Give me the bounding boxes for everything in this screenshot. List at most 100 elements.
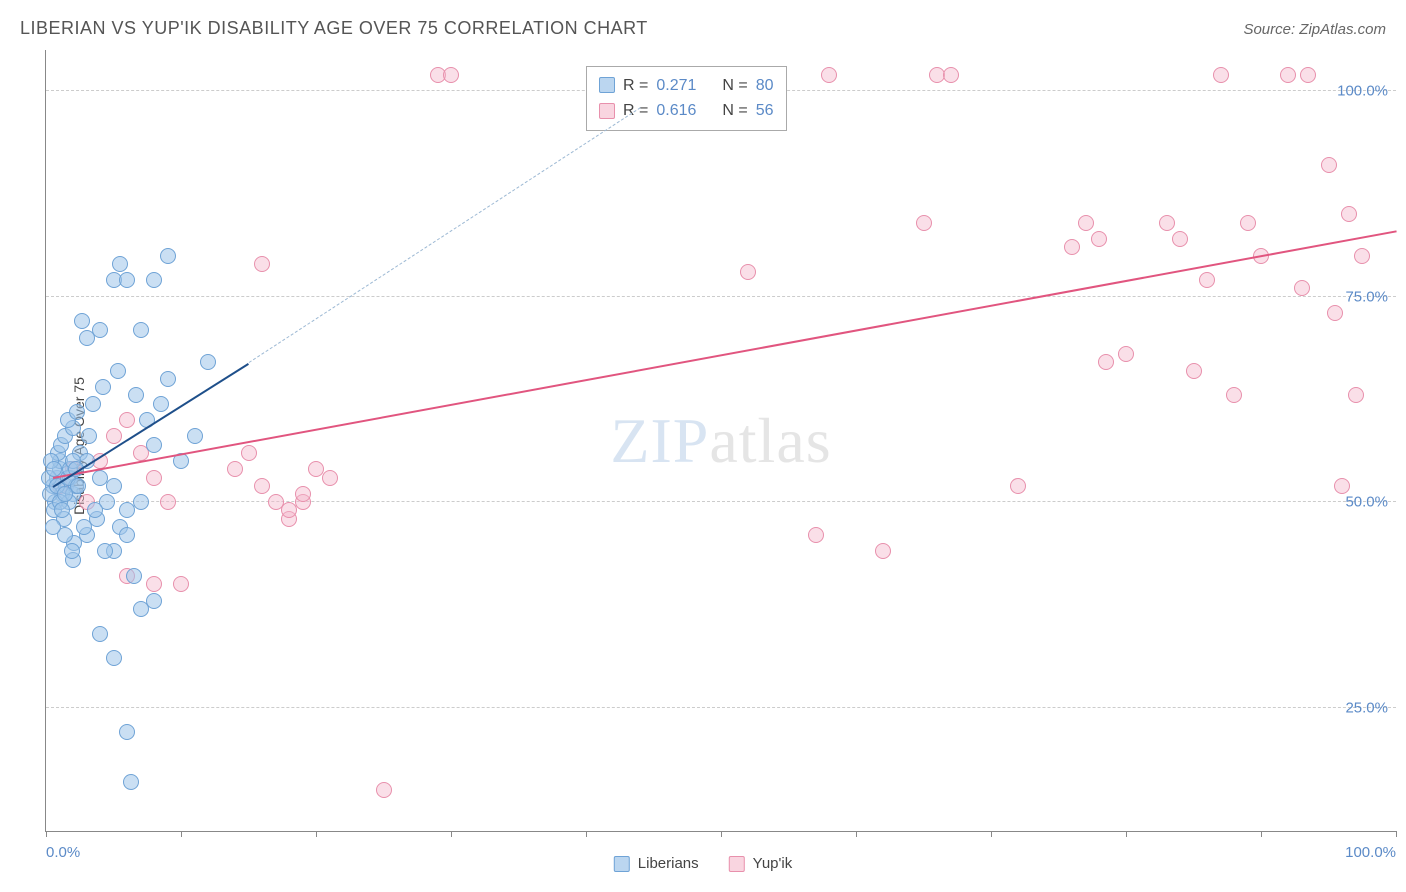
data-point bbox=[1078, 215, 1094, 231]
data-point bbox=[227, 461, 243, 477]
data-point bbox=[875, 543, 891, 559]
stats-n-value: 56 bbox=[756, 98, 774, 124]
data-point bbox=[1098, 354, 1114, 370]
data-point bbox=[943, 67, 959, 83]
stats-n-value: 80 bbox=[756, 73, 774, 99]
data-point bbox=[1348, 387, 1364, 403]
data-point bbox=[1341, 206, 1357, 222]
data-point bbox=[85, 396, 101, 412]
data-point bbox=[160, 371, 176, 387]
watermark: ZIPatlas bbox=[610, 404, 831, 478]
x-tick-label-right: 100.0% bbox=[1345, 844, 1396, 861]
data-point bbox=[1321, 157, 1337, 173]
scatter-plot-area: ZIPatlas 25.0%50.0%75.0%100.0%0.0%100.0%… bbox=[45, 50, 1396, 832]
data-point bbox=[1280, 67, 1296, 83]
data-point bbox=[106, 650, 122, 666]
y-tick-label: 50.0% bbox=[1345, 494, 1388, 511]
x-tick bbox=[856, 831, 857, 837]
data-point bbox=[153, 396, 169, 412]
legend-swatch-blue bbox=[614, 856, 630, 872]
data-point bbox=[1199, 272, 1215, 288]
data-point bbox=[119, 412, 135, 428]
data-point bbox=[281, 502, 297, 518]
data-point bbox=[45, 519, 61, 535]
data-point bbox=[1300, 67, 1316, 83]
data-point bbox=[1213, 67, 1229, 83]
x-tick bbox=[1126, 831, 1127, 837]
data-point bbox=[119, 527, 135, 543]
data-point bbox=[126, 568, 142, 584]
data-point bbox=[1186, 363, 1202, 379]
x-tick bbox=[586, 831, 587, 837]
legend-label: Yup'ik bbox=[753, 855, 793, 872]
y-tick-label: 75.0% bbox=[1345, 288, 1388, 305]
x-tick bbox=[991, 831, 992, 837]
data-point bbox=[106, 478, 122, 494]
x-tick bbox=[451, 831, 452, 837]
x-tick bbox=[721, 831, 722, 837]
stats-n-label: N = bbox=[722, 98, 747, 124]
chart-source: Source: ZipAtlas.com bbox=[1243, 21, 1386, 38]
trendline bbox=[248, 108, 640, 364]
gridline bbox=[46, 707, 1396, 708]
data-point bbox=[1226, 387, 1242, 403]
watermark-atlas: atlas bbox=[709, 405, 831, 476]
data-point bbox=[1118, 346, 1134, 362]
data-point bbox=[808, 527, 824, 543]
trendline bbox=[53, 231, 1397, 480]
stats-n-label: N = bbox=[722, 73, 747, 99]
data-point bbox=[916, 215, 932, 231]
data-point bbox=[376, 782, 392, 798]
data-point bbox=[119, 272, 135, 288]
data-point bbox=[1240, 215, 1256, 231]
x-tick bbox=[1396, 831, 1397, 837]
data-point bbox=[133, 494, 149, 510]
data-point bbox=[241, 445, 257, 461]
stats-swatch bbox=[599, 103, 615, 119]
x-tick bbox=[181, 831, 182, 837]
data-point bbox=[64, 543, 80, 559]
data-point bbox=[740, 264, 756, 280]
x-tick bbox=[1261, 831, 1262, 837]
data-point bbox=[1327, 305, 1343, 321]
data-point bbox=[74, 313, 90, 329]
legend-label: Liberians bbox=[638, 855, 699, 872]
data-point bbox=[128, 387, 144, 403]
data-point bbox=[821, 67, 837, 83]
data-point bbox=[187, 428, 203, 444]
data-point bbox=[146, 470, 162, 486]
data-point bbox=[1159, 215, 1175, 231]
stats-r-value: 0.271 bbox=[656, 73, 696, 99]
legend-item-liberians: Liberians bbox=[614, 855, 699, 872]
data-point bbox=[1064, 239, 1080, 255]
data-point bbox=[79, 330, 95, 346]
legend: Liberians Yup'ik bbox=[614, 855, 792, 872]
data-point bbox=[54, 502, 70, 518]
data-point bbox=[146, 593, 162, 609]
y-tick-label: 100.0% bbox=[1337, 83, 1388, 100]
data-point bbox=[92, 322, 108, 338]
stats-row: R = 0.271 N = 80 bbox=[599, 73, 774, 99]
data-point bbox=[295, 486, 311, 502]
stats-box: R =0.271N =80R =0.616N =56 bbox=[586, 66, 787, 131]
data-point bbox=[1334, 478, 1350, 494]
data-point bbox=[81, 428, 97, 444]
x-tick bbox=[316, 831, 317, 837]
data-point bbox=[146, 576, 162, 592]
data-point bbox=[1354, 248, 1370, 264]
gridline bbox=[46, 296, 1396, 297]
gridline bbox=[46, 501, 1396, 502]
data-point bbox=[146, 272, 162, 288]
data-point bbox=[160, 494, 176, 510]
legend-swatch-pink bbox=[729, 856, 745, 872]
data-point bbox=[70, 478, 86, 494]
data-point bbox=[173, 576, 189, 592]
legend-item-yupik: Yup'ik bbox=[729, 855, 793, 872]
data-point bbox=[69, 404, 85, 420]
stats-r-label: R = bbox=[623, 73, 648, 99]
x-tick-label-left: 0.0% bbox=[46, 844, 80, 861]
data-point bbox=[112, 256, 128, 272]
stats-swatch bbox=[599, 77, 615, 93]
data-point bbox=[110, 363, 126, 379]
data-point bbox=[97, 543, 113, 559]
